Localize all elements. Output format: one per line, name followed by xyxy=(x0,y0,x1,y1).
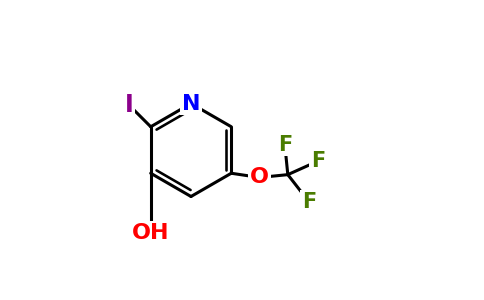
Text: O: O xyxy=(250,167,269,188)
Text: F: F xyxy=(278,135,292,155)
Text: OH: OH xyxy=(132,223,169,243)
Text: N: N xyxy=(182,94,200,113)
Text: I: I xyxy=(125,93,134,117)
Text: F: F xyxy=(302,192,316,212)
Text: F: F xyxy=(311,151,325,171)
